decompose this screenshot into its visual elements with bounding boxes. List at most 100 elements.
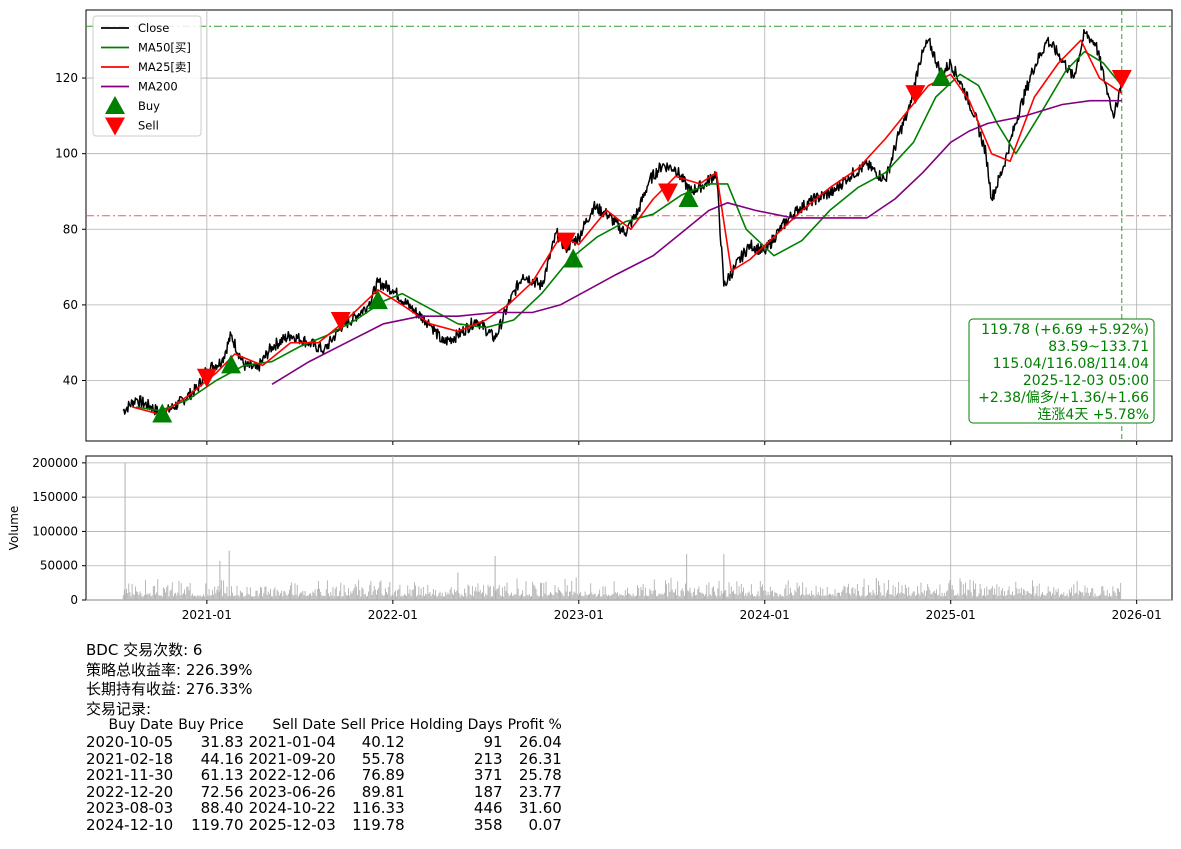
annotation-line: +2.38/偏多/+1.36/+1.66 — [978, 389, 1149, 406]
trade-log-title: 交易记录: — [86, 699, 152, 718]
buy-marker — [152, 403, 173, 423]
sell-date: 2021-09-20 — [248, 749, 336, 768]
y-tick-label: 60 — [63, 298, 78, 312]
sell-date: 2024-10-22 — [248, 799, 336, 817]
trade-log-header-row: Buy Date Buy Price Sell Date Sell Price … — [86, 717, 567, 734]
header-holding-days: Holding Days — [409, 717, 503, 733]
sell-price: 76.89 — [361, 766, 405, 784]
profit-pct: 26.04 — [518, 733, 562, 751]
series-line-close — [122, 29, 1123, 419]
volume-axis-label: Volume — [7, 506, 21, 551]
buy-date: 2022-12-20 — [86, 782, 174, 801]
sell-marker — [1111, 70, 1132, 90]
trade-count-text: BDC 交易次数: 6 — [86, 641, 203, 659]
buy-date: 2021-02-18 — [86, 749, 174, 768]
holding-days: 91 — [483, 733, 503, 751]
header-profit: Profit % — [507, 717, 562, 733]
y-tick-label: 80 — [63, 222, 78, 236]
holding-days: 358 — [473, 815, 503, 834]
profit-pct: 0.07 — [528, 815, 562, 834]
y-tick-label: 150000 — [32, 490, 78, 504]
volume-bars — [122, 462, 1122, 600]
buy-price: 119.70 — [191, 815, 244, 834]
volume-y-ticks: 0 50000 100000 150000 200000 — [32, 456, 86, 607]
x-tick-label: 2021-01 — [182, 608, 232, 622]
x-tick-label: 2024-01 — [740, 608, 790, 622]
sell-marker — [905, 85, 926, 105]
sell-marker — [555, 232, 576, 252]
buy-price: 72.56 — [200, 782, 244, 801]
series-line-ma50 — [136, 50, 1123, 412]
price-y-ticks: 40 60 80 100 120 — [55, 71, 86, 388]
sell-marker — [330, 312, 351, 332]
y-tick-label: 100 — [55, 147, 78, 161]
trade-log-table: Buy Date Buy Price Sell Date Sell Price … — [86, 717, 567, 833]
buy-marker — [367, 290, 388, 310]
y-tick-label: 50000 — [40, 559, 78, 573]
trade-row: 2022-12-20 72.56 2023-06-26 89.81 187 23… — [86, 782, 567, 801]
series-line-ma200 — [271, 99, 1122, 385]
legend-label: MA200 — [138, 80, 178, 94]
legend-label: MA50[买] — [138, 41, 191, 55]
annotation-line: 83.59~133.71 — [1048, 339, 1149, 355]
legend-label: Buy — [138, 99, 160, 113]
header-buy-price: Buy Price — [178, 717, 244, 733]
buy-marker — [563, 248, 584, 268]
volume-x-ticks: 2021-01 2022-01 2023-01 2024-01 2025-01 2026-… — [182, 600, 1162, 622]
legend-swatch — [105, 96, 125, 114]
profit-pct: 26.31 — [518, 749, 562, 768]
buy-marker — [931, 67, 952, 87]
legend-label: Sell — [138, 119, 159, 133]
sell-date: 2023-06-26 — [248, 782, 336, 801]
price-panel: 40 60 80 100 120 Close MA50[买] MA25[卖] MA200 Buy… — [55, 9, 1173, 445]
x-tick-label: 2022-01 — [368, 608, 418, 622]
price-x-ticks — [206, 441, 1138, 445]
reference-lines — [86, 10, 1172, 441]
x-tick-label: 2026-01 — [1112, 608, 1162, 622]
sell-price: 89.81 — [361, 782, 405, 801]
legend-label: MA25[卖] — [138, 60, 191, 74]
buy-price: 61.13 — [200, 766, 244, 784]
trade-row: 2020-10-05 31.83 2021-01-04 40.12 91 26.… — [86, 734, 567, 751]
holding-days: 371 — [473, 766, 503, 784]
buy-price: 44.16 — [200, 749, 244, 768]
profit-pct: 31.60 — [518, 799, 562, 817]
x-tick-label: 2025-01 — [926, 608, 976, 622]
annotation-line: 115.04/116.08/114.04 — [993, 356, 1149, 372]
trade-row: 2024-12-10 119.70 2025-12-03 119.78 358 … — [86, 815, 567, 834]
buy-price: 31.83 — [200, 733, 244, 751]
strategy-return-text: 策略总收益率: 226.39% — [86, 660, 253, 679]
buy-date: 2020-10-05 — [86, 733, 174, 751]
annotation-line: 2025-12-03 05:00 — [1023, 373, 1149, 389]
holding-days: 213 — [473, 749, 503, 768]
price-annotation-box: 119.78 (+6.69 +5.92%)83.59~133.71115.04/… — [968, 318, 1155, 424]
buy-hold-return-text: 长期持有收益: 276.33% — [86, 680, 253, 698]
annotation-line: 119.78 (+6.69 +5.92%) — [981, 322, 1149, 338]
y-tick-label: 40 — [63, 374, 78, 388]
y-tick-label: 120 — [55, 71, 78, 85]
trade-row: 2023-08-03 88.40 2024-10-22 116.33 446 3… — [86, 800, 567, 817]
y-tick-label: 200000 — [32, 456, 78, 470]
buy-marker — [678, 188, 699, 208]
y-tick-label: 0 — [70, 593, 78, 607]
legend-swatch — [105, 117, 125, 136]
sell-price: 116.33 — [352, 799, 405, 817]
holding-days: 187 — [473, 782, 503, 801]
trade-row: 2021-02-18 44.16 2021-09-20 55.78 213 26… — [86, 749, 567, 768]
buy-date: 2024-12-10 — [86, 815, 174, 834]
sell-marker — [196, 368, 217, 388]
buy-price: 88.40 — [200, 799, 244, 817]
legend-label: Close — [138, 21, 169, 35]
y-tick-label: 100000 — [32, 524, 78, 538]
x-tick-label: 2023-01 — [554, 608, 604, 622]
trade-row: 2021-11-30 61.13 2022-12-06 76.89 371 25… — [86, 767, 567, 784]
annotation-frame — [968, 318, 1155, 424]
header-sell-price: Sell Price — [340, 717, 405, 733]
annotation-line: 连涨4天 +5.78% — [1037, 407, 1149, 423]
sell-date: 2022-12-06 — [248, 766, 336, 784]
holding-days: 446 — [473, 799, 503, 817]
sell-date: 2021-01-04 — [248, 733, 336, 751]
profit-pct: 23.77 — [518, 782, 562, 801]
header-buy-date: Buy Date — [108, 717, 174, 733]
